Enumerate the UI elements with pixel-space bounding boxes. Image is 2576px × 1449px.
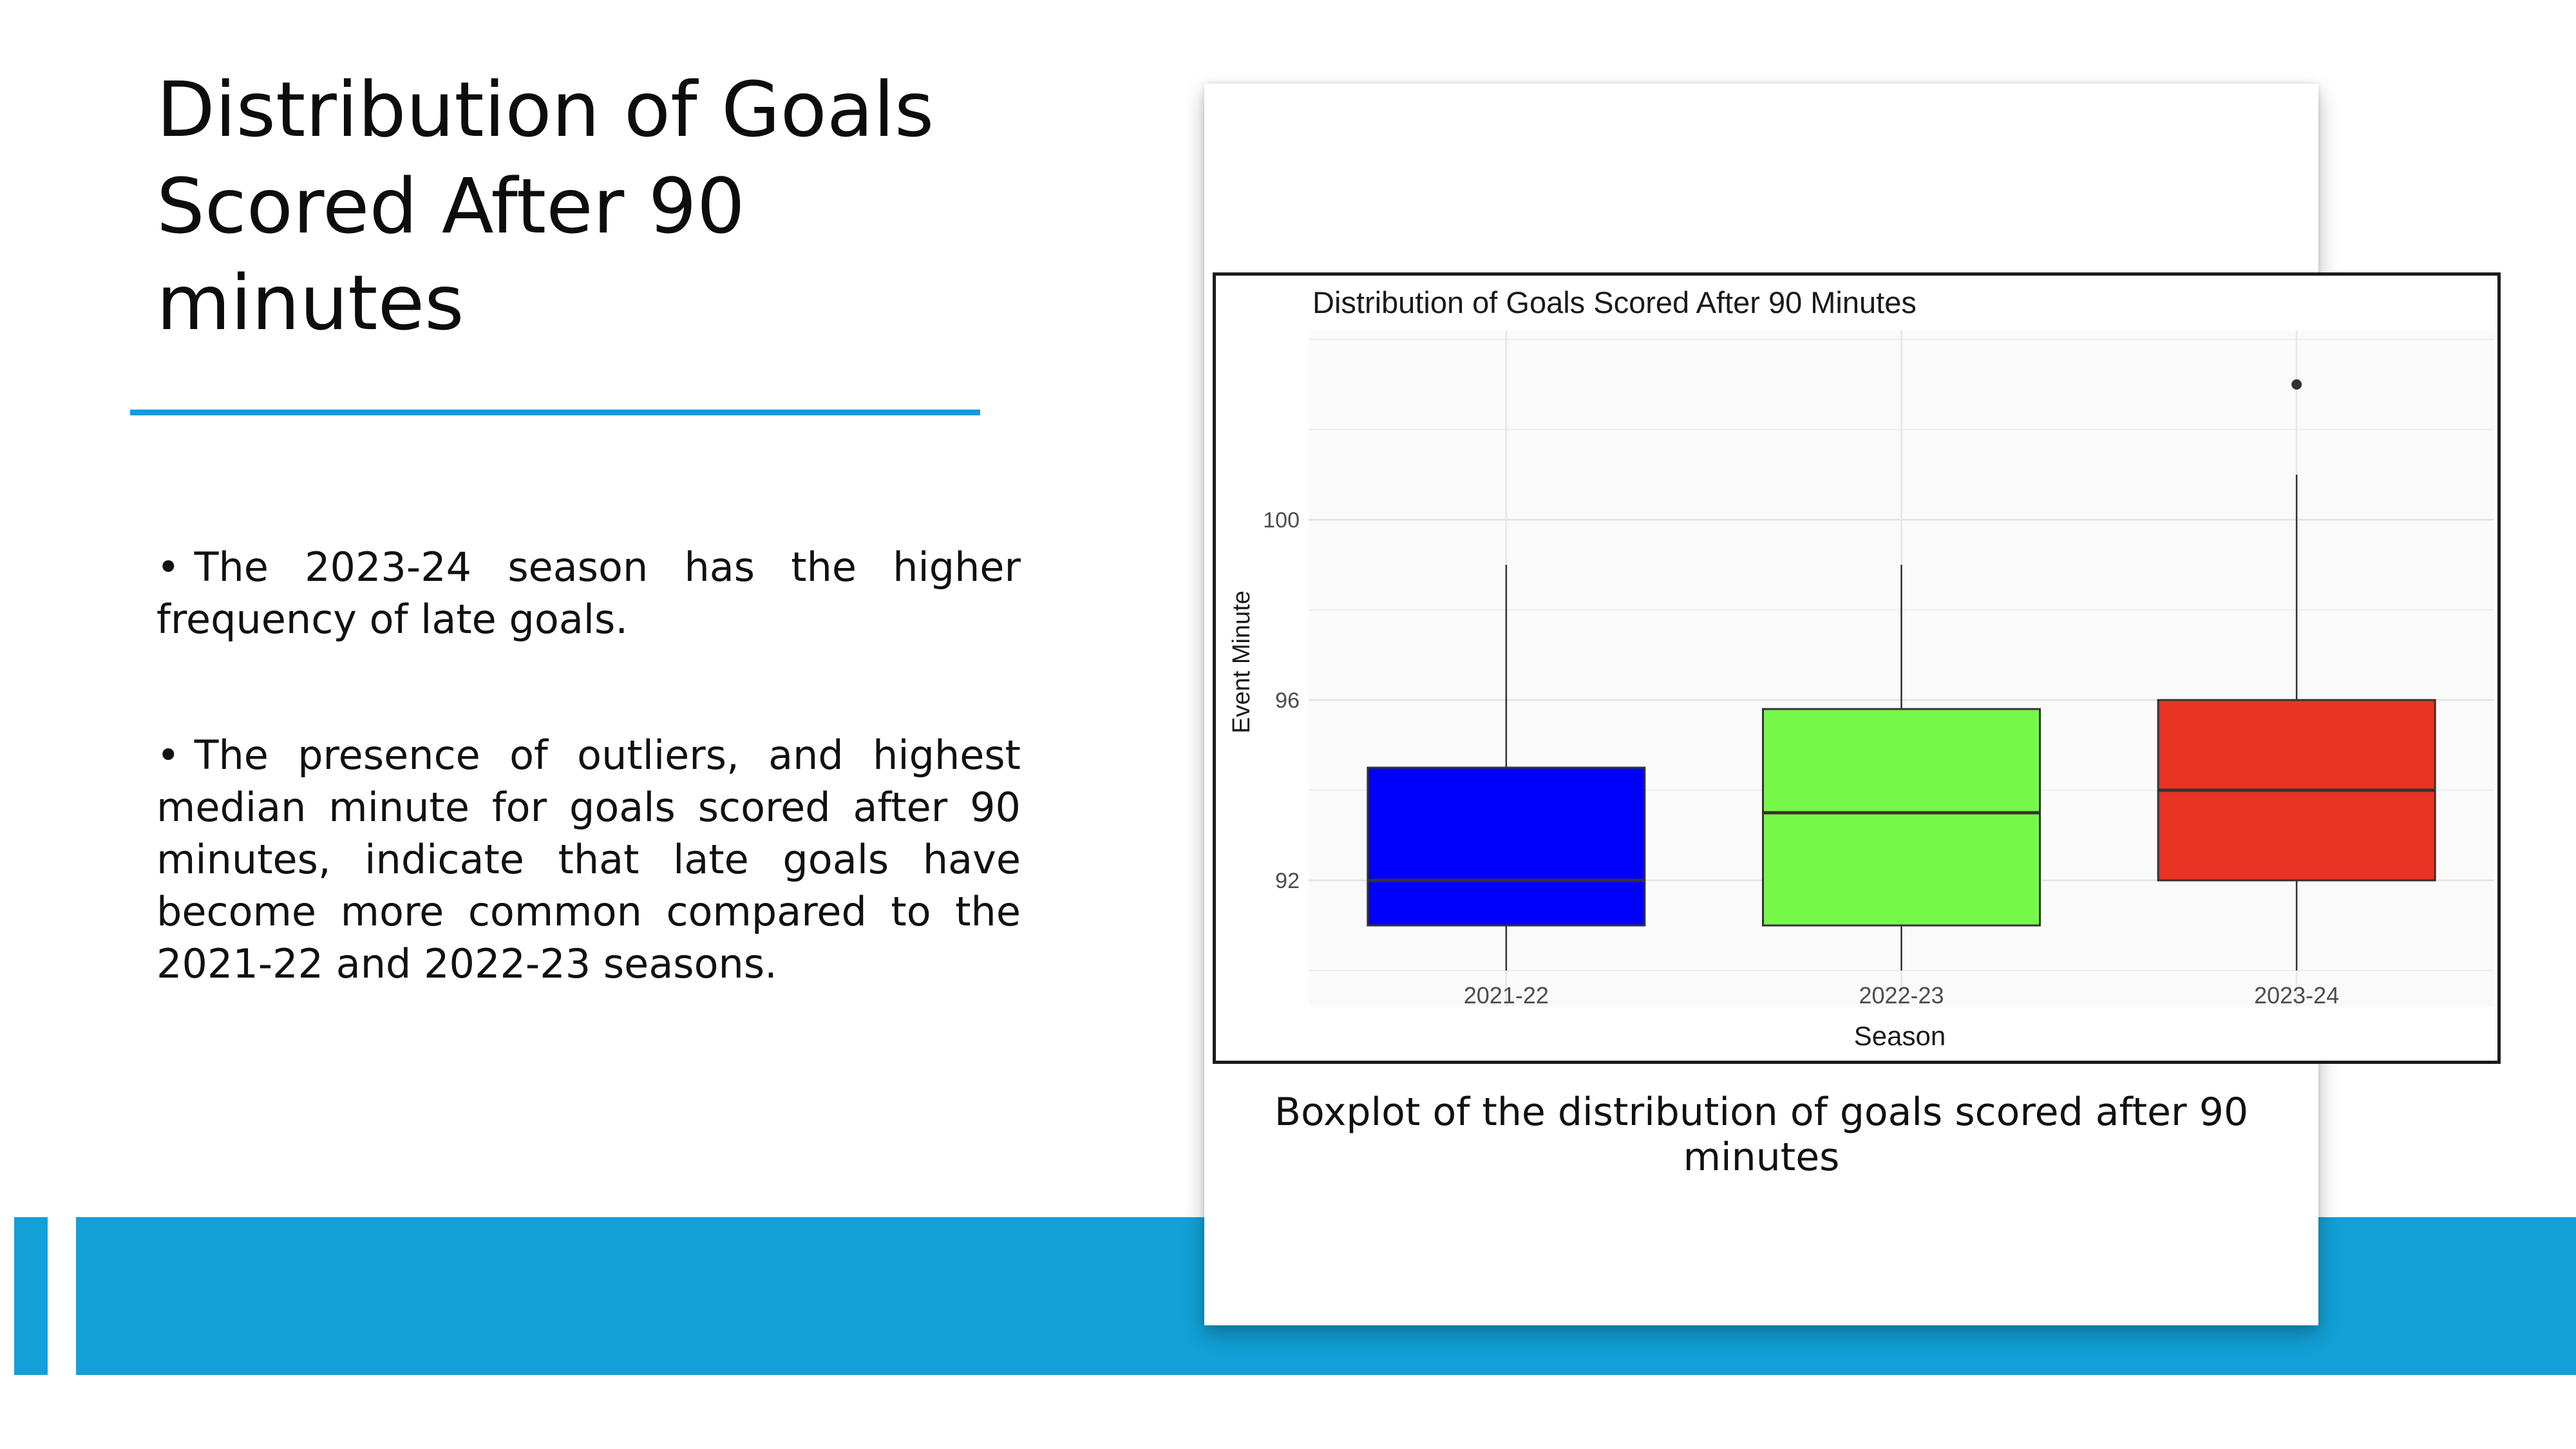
bullet-dot-icon: • [156,544,180,591]
bullet-text: The presence of outliers, and highest me… [156,732,1021,987]
chart-caption: Boxplot of the distribution of goals sco… [1274,1090,2249,1180]
box-2022-23 [1762,565,2041,971]
y-tick-label: 100 [1263,508,1300,533]
x-axis-label: Season [1854,1021,1946,1051]
bullet-text: The 2023-24 season has the higher freque… [156,544,1021,643]
tick-labels: 92 96 100 2021-22 2022-23 2023-24 [1263,508,2339,1009]
slide-title: Distribution of Goals Scored After 90 mi… [156,65,934,347]
chart-frame: 92 96 100 2021-22 2022-23 2023-24 Distributio… [1213,272,2501,1064]
x-tick-label: 2022-23 [1859,982,1944,1009]
chart-title: Distribution of Goals Scored After 90 Mi… [1312,285,1917,319]
bullet-dot-icon: • [156,732,180,779]
x-tick-label: 2023-24 [2254,982,2339,1009]
iqr-box [1367,766,1646,927]
title-underline [130,410,980,415]
iqr-box [1762,708,2041,927]
y-tick-label: 96 [1275,688,1300,713]
outlier-point [2291,379,2302,390]
bullet-item: • The presence of outliers, and highest m… [156,729,1021,990]
y-tick-label: 92 [1275,869,1300,893]
box-2021-22 [1367,565,1646,971]
y-axis-label: Event Minute [1228,591,1255,734]
bullet-item: • The 2023-24 season has the higher frequ… [156,541,1021,645]
box-2023-24 [2157,379,2436,971]
x-tick-label: 2021-22 [1464,982,1549,1009]
boxplot-chart: 92 96 100 2021-22 2022-23 2023-24 Distributio… [1216,276,2497,1061]
footer-band-accent [14,1217,48,1375]
bullet-list: • The 2023-24 season has the higher frequ… [156,541,1021,1074]
boxes [1367,379,2436,971]
